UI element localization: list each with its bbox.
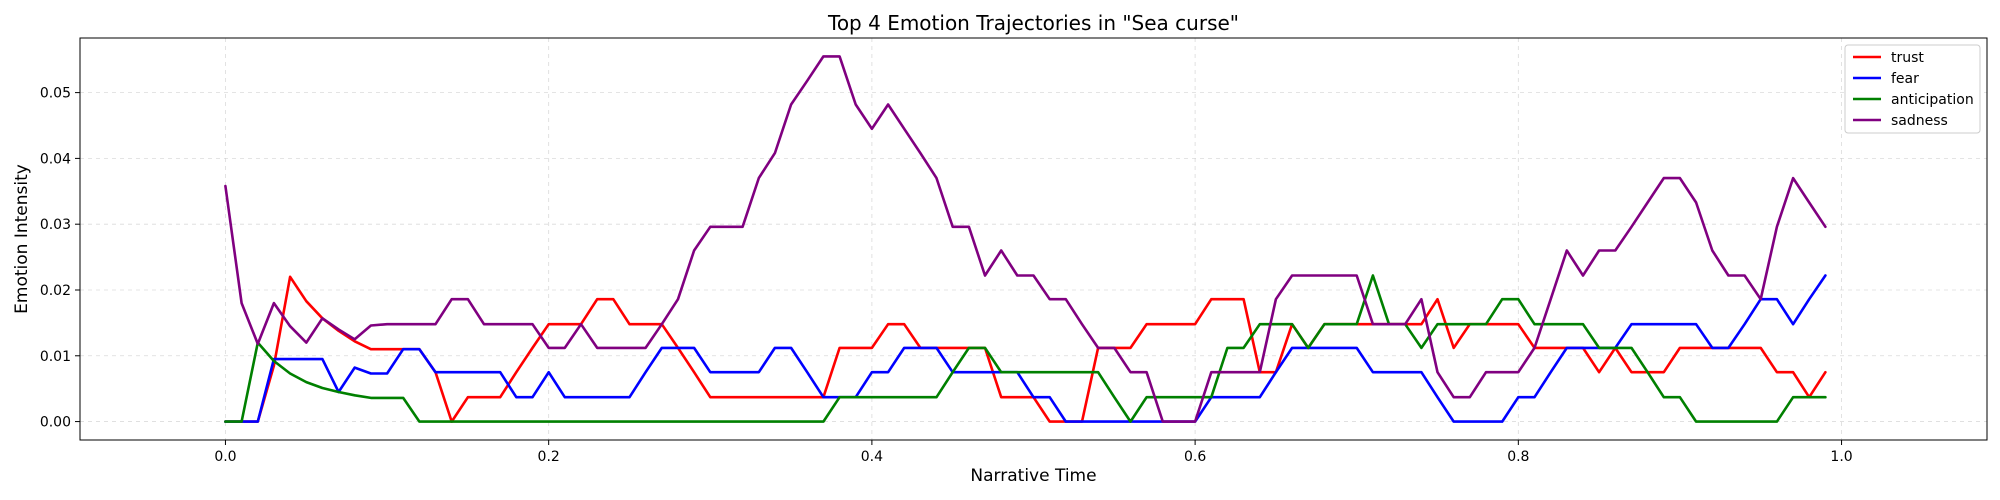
x-tick-label: 0.0 bbox=[214, 449, 236, 465]
x-tick-label: 0.4 bbox=[861, 449, 883, 465]
trust-series-line bbox=[224, 275, 1827, 423]
legend-label-sadness: sadness bbox=[1891, 113, 1948, 129]
x-tick-label: 0.6 bbox=[1184, 449, 1206, 465]
legend-label-trust: trust bbox=[1891, 50, 1924, 66]
x-axis-ticks: 0.0 0.2 0.4 0.6 0.8 1.0 bbox=[214, 440, 1853, 465]
legend-label-anticipation: anticipation bbox=[1891, 92, 1974, 108]
y-tick-label: 0.03 bbox=[40, 217, 71, 233]
y-tick-label: 0.01 bbox=[40, 349, 71, 365]
sadness-series-line bbox=[224, 55, 1827, 423]
legend-label-fear: fear bbox=[1891, 71, 1919, 87]
legend: trust fear anticipation sadness bbox=[1844, 44, 1981, 134]
x-tick-label: 1.0 bbox=[1830, 449, 1852, 465]
x-tick-label: 0.2 bbox=[538, 449, 560, 465]
y-tick-label: 0.04 bbox=[40, 151, 71, 167]
anticipation-series-line bbox=[224, 274, 1827, 423]
fear-series-line bbox=[224, 274, 1827, 423]
y-tick-label: 0.02 bbox=[40, 283, 71, 299]
plot-frame bbox=[79, 37, 1988, 441]
legend-box bbox=[1844, 44, 1981, 134]
grid-layer bbox=[80, 38, 1987, 440]
x-tick-label: 0.8 bbox=[1507, 449, 1529, 465]
chart-title: Top 4 Emotion Trajectories in "Sea curse… bbox=[827, 11, 1239, 35]
y-tick-label: 0.05 bbox=[40, 86, 71, 102]
y-axis-ticks: 0.00 0.01 0.02 0.03 0.04 0.05 bbox=[40, 86, 80, 431]
series-layer bbox=[224, 55, 1827, 423]
x-axis-label: Narrative Time bbox=[970, 466, 1096, 486]
y-tick-label: 0.00 bbox=[40, 415, 71, 431]
y-axis-label: Emotion Intensity bbox=[12, 164, 32, 314]
